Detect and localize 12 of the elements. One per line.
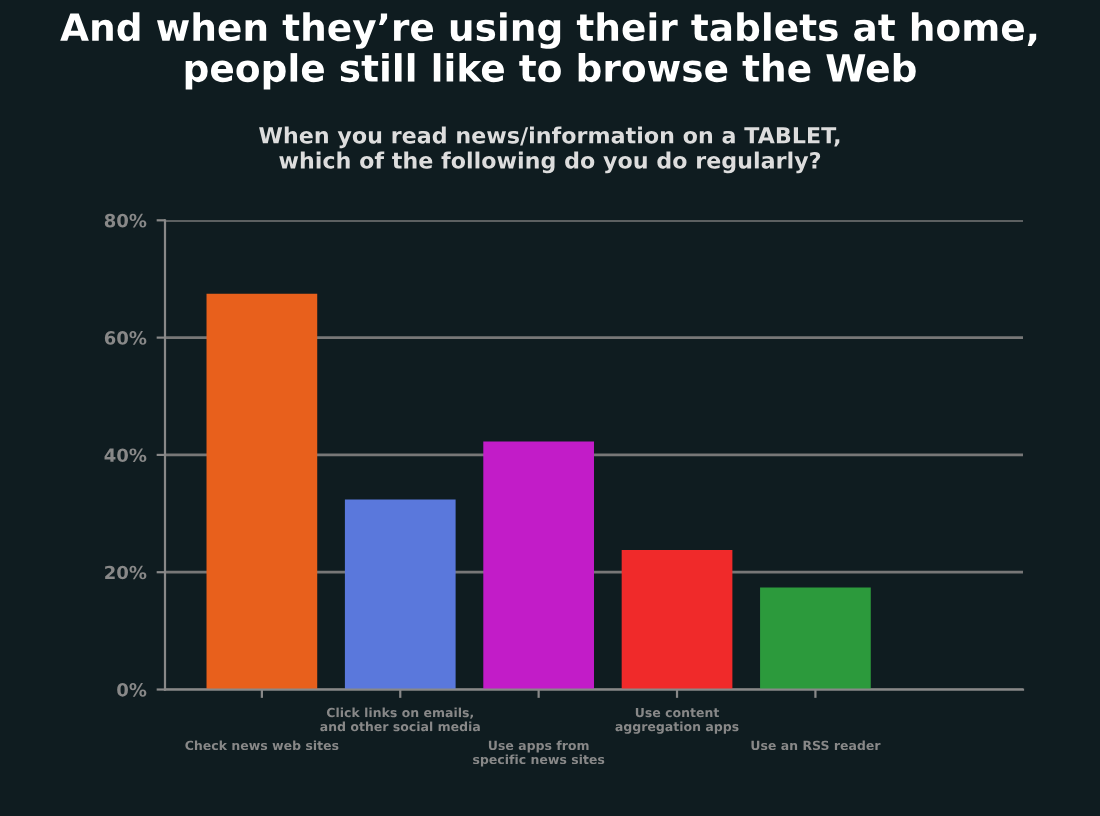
bar <box>760 587 871 690</box>
bar <box>206 293 318 690</box>
chart-subtitle: When you read news/information on a TABLET, which of the following do you do regularly? <box>259 126 840 174</box>
y-tick-label: 0% <box>117 682 147 697</box>
bar <box>344 499 456 690</box>
y-tick-label: 60% <box>104 331 147 345</box>
y-tick-label: 20% <box>105 565 147 580</box>
bar <box>621 549 733 690</box>
bar <box>483 441 594 690</box>
y-tick-label: 80% <box>104 213 147 228</box>
chart-title: And when they’re using their tablets at home, people still like to browse the Web <box>60 12 1037 90</box>
y-tick-label: 40% <box>104 448 147 463</box>
